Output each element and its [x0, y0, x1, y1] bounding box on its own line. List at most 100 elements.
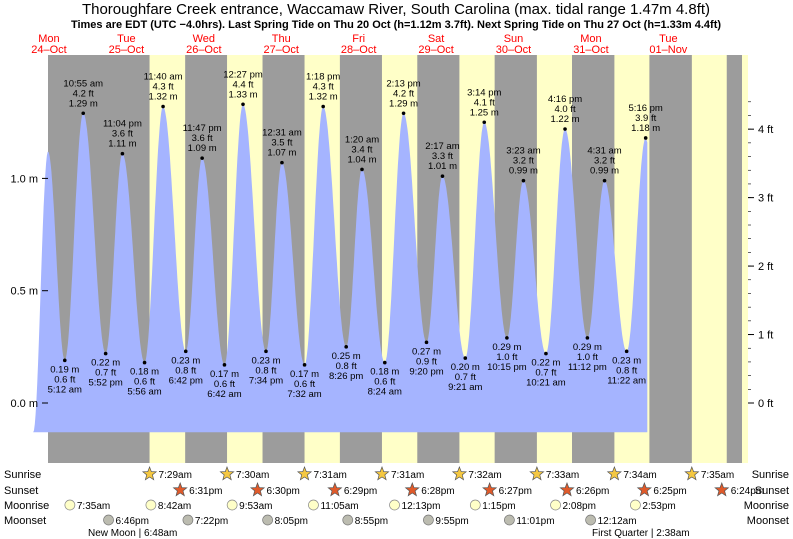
tide-point: [62, 358, 67, 363]
sunrise-icon: [219, 466, 235, 481]
high-ft: 4.3 ft: [153, 82, 174, 93]
low-ft: 0.6 ft: [294, 379, 315, 390]
tide-point: [200, 156, 204, 160]
tide-point: [382, 360, 387, 365]
high-m: 1.09 m: [188, 143, 217, 154]
high-time: 1:18 pm: [306, 72, 340, 83]
high-ft: 3.4 ft: [351, 144, 372, 155]
low-m: 0.22 m: [531, 358, 560, 369]
tide-point: [142, 360, 147, 365]
low-time: 11:12 pm: [568, 362, 607, 373]
low-ft: 0.8 ft: [336, 361, 357, 372]
high-time: 3:14 pm: [467, 87, 501, 98]
chart-subtitle: Times are EDT (UTC −4.0hrs). Last Spring…: [71, 19, 721, 31]
tide-point: [302, 363, 307, 367]
low-m: 0.22 m: [91, 358, 120, 369]
high-time: 2:17 am: [425, 141, 459, 152]
right-tick-label: 2 ft: [758, 261, 773, 273]
sunrise-time: 7:35am: [701, 470, 734, 481]
high-time: 4:31 am: [587, 146, 621, 157]
high-m: 1.29 m: [69, 98, 98, 109]
tide-point: [585, 336, 590, 340]
moonrise-icon: [550, 499, 561, 511]
high-ft: 4.3 ft: [313, 82, 334, 93]
low-ft: 1.0 ft: [577, 352, 598, 363]
low-m: 0.18 m: [130, 367, 159, 378]
moonrise-icon: [469, 499, 481, 511]
high-time: 11:40 am: [144, 72, 183, 83]
tide-point: [222, 363, 227, 367]
sunset-time: 6:30pm: [267, 486, 300, 497]
low-ft: 0.6 ft: [374, 377, 395, 388]
row-label-left: Moonrise: [4, 500, 49, 512]
right-tick-label: 0 ft: [758, 398, 773, 410]
row-label-left: Sunset: [4, 485, 38, 497]
moonrise-icon: [145, 499, 157, 511]
sunset-icon: [636, 482, 652, 497]
moonset-time: 8:05pm: [275, 516, 308, 527]
day-name: Sun: [504, 33, 524, 45]
tide-point: [360, 167, 364, 172]
high-m: 1.07 m: [267, 148, 296, 159]
sunrise-icon: [141, 466, 158, 481]
sunrise-icon: [529, 466, 545, 481]
tide-point: [321, 104, 325, 109]
sunrise-time: 7:29am: [159, 470, 192, 481]
right-edge-band: [742, 55, 748, 463]
low-ft: 0.6 ft: [214, 379, 235, 390]
day-date: 26–Oct: [186, 44, 221, 56]
moonrise-time: 9:53am: [239, 501, 272, 512]
tide-point: [344, 345, 348, 349]
low-time: 8:26 pm: [329, 371, 363, 382]
sunrise-icon: [684, 466, 700, 481]
low-m: 0.17 m: [210, 369, 239, 380]
day-date: 25–Oct: [109, 44, 144, 56]
left-tick-label: 0.0 m: [10, 398, 38, 410]
high-m: 1.11 m: [108, 139, 136, 150]
moonset-icon: [182, 514, 194, 526]
right-tick-label: 3 ft: [758, 193, 773, 205]
sunset-icon: [404, 482, 420, 497]
low-ft: 1.0 ft: [496, 352, 517, 363]
tide-point: [463, 356, 468, 360]
tide-point: [521, 178, 526, 183]
high-time: 2:13 pm: [386, 78, 420, 89]
sunrise-icon: [296, 466, 313, 481]
tide-point: [264, 349, 268, 354]
day-name: Mon: [580, 33, 601, 45]
row-label-right: Moonrise: [744, 500, 789, 512]
high-ft: 4.4 ft: [232, 79, 253, 90]
low-ft: 0.8 ft: [616, 365, 637, 376]
day-date: 31–Oct: [573, 44, 608, 56]
row-label-right: Sunrise: [752, 469, 789, 481]
high-m: 1.04 m: [347, 154, 376, 165]
moonrise-icon: [64, 499, 76, 511]
low-time: 6:42 pm: [169, 375, 203, 386]
low-time: 7:32 am: [287, 389, 321, 400]
low-time: 5:12 am: [48, 384, 82, 395]
low-time: 9:20 pm: [409, 366, 443, 377]
high-time: 5:16 pm: [629, 103, 663, 114]
high-ft: 3.5 ft: [271, 138, 292, 149]
tide-point: [624, 349, 629, 354]
sunset-icon: [559, 482, 575, 497]
high-ft: 3.2 ft: [594, 156, 615, 167]
sunset-time: 6:31pm: [189, 486, 222, 497]
high-m: 1.01 m: [428, 161, 457, 172]
tide-point: [424, 340, 429, 345]
high-time: 3:23 am: [506, 146, 540, 157]
tide-point: [563, 127, 567, 131]
moonrise-time: 8:42am: [158, 501, 191, 512]
tide-point: [81, 111, 86, 116]
low-ft: 0.8 ft: [175, 365, 196, 376]
high-ft: 4.2 ft: [393, 88, 414, 99]
tide-point: [241, 102, 245, 107]
low-ft: 0.7 ft: [535, 368, 556, 379]
sunset-time: 6:27pm: [499, 486, 532, 497]
high-m: 1.33 m: [228, 89, 257, 100]
low-m: 0.29 m: [492, 342, 521, 353]
high-m: 1.29 m: [389, 98, 418, 109]
left-tick-label: 1.0 m: [10, 173, 38, 185]
